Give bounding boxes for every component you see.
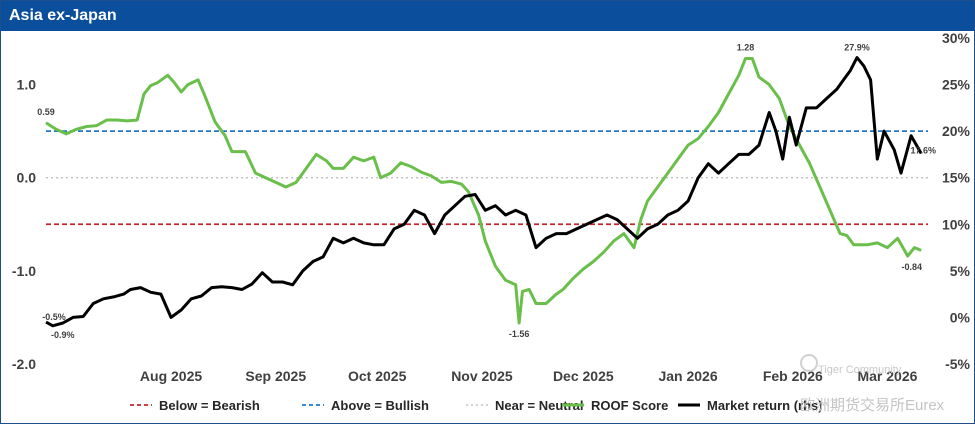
left-axis-tick-label: -1.0 [12, 263, 36, 279]
threshold-lines [46, 130, 928, 226]
x-axis-month-label: Mar 2026 [857, 368, 917, 384]
x-axis-month-label: Sep 2025 [245, 368, 306, 384]
series-line-market-return [45, 56, 923, 328]
left-axis-ticks: 1.0 0.0 -1.0 -2.0 [12, 77, 36, 372]
data-label: -0.84 [901, 262, 922, 272]
right-axis-tick-label: 30% [942, 30, 971, 46]
left-axis-tick-label: 1.0 [17, 77, 37, 93]
data-label: 27.9% [844, 43, 870, 53]
data-label: 17.6% [910, 145, 936, 155]
x-axis-month-label: Dec 2025 [553, 368, 614, 384]
legend-entry-label: Above = Bullish [331, 398, 429, 413]
data-label: -1.56 [509, 329, 530, 339]
x-axis-month-label: Aug 2025 [140, 368, 202, 384]
right-axis-tick-label: 5% [950, 263, 971, 279]
x-axis-month-label: Oct 2025 [348, 368, 407, 384]
series-lines [45, 56, 923, 328]
data-labels: 0.59 1.28 -1.56 -0.84 -0.5% -0.9% 27.9% 17.6% [37, 42, 936, 339]
data-label: -0.5% [42, 312, 66, 322]
legend-entry-label: Below = Bearish [159, 398, 260, 413]
x-axis-month-label: Feb 2026 [763, 368, 823, 384]
legend-entry-label: Market return (rhs) [707, 398, 823, 413]
legend: Below = Bearish Above = Bullish Near = Neu… [130, 398, 823, 413]
watermark-text: Tiger Community [818, 364, 902, 376]
watermark-text-secondary: 欧洲期货交易所Eurex [800, 397, 945, 414]
left-axis-tick-label: -2.0 [12, 356, 36, 372]
watermark-logo-icon [800, 354, 818, 372]
legend-entry-label: Near = Neutral [495, 398, 584, 413]
x-axis-month-label: Jan 2026 [658, 368, 717, 384]
right-axis-tick-label: 25% [942, 77, 971, 93]
right-axis-tick-label: 15% [942, 170, 971, 186]
right-axis-tick-label: 20% [942, 123, 971, 139]
chart-title: Asia ex-Japan [9, 7, 117, 24]
left-axis-tick-label: 0.0 [17, 170, 37, 186]
series-line-roof-score [45, 57, 922, 325]
data-label: 1.28 [737, 42, 755, 52]
data-label: -0.9% [51, 330, 75, 340]
legend-entry-label: ROOF Score [591, 398, 668, 413]
x-axis-month-label: Nov 2025 [451, 368, 513, 384]
data-label: 0.59 [37, 107, 55, 117]
right-axis-tick-label: -5% [945, 356, 970, 372]
title-bar: Asia ex-Japan [1, 1, 974, 31]
right-axis-tick-label: 0% [950, 309, 971, 325]
right-axis-tick-label: 10% [942, 216, 971, 232]
x-axis-month-labels: Aug 2025 Sep 2025 Oct 2025 Nov 2025 Dec 2025… [140, 368, 918, 384]
right-axis-ticks: 30% 25% 20% 15% 10% 5% 0% -5% [942, 30, 971, 372]
